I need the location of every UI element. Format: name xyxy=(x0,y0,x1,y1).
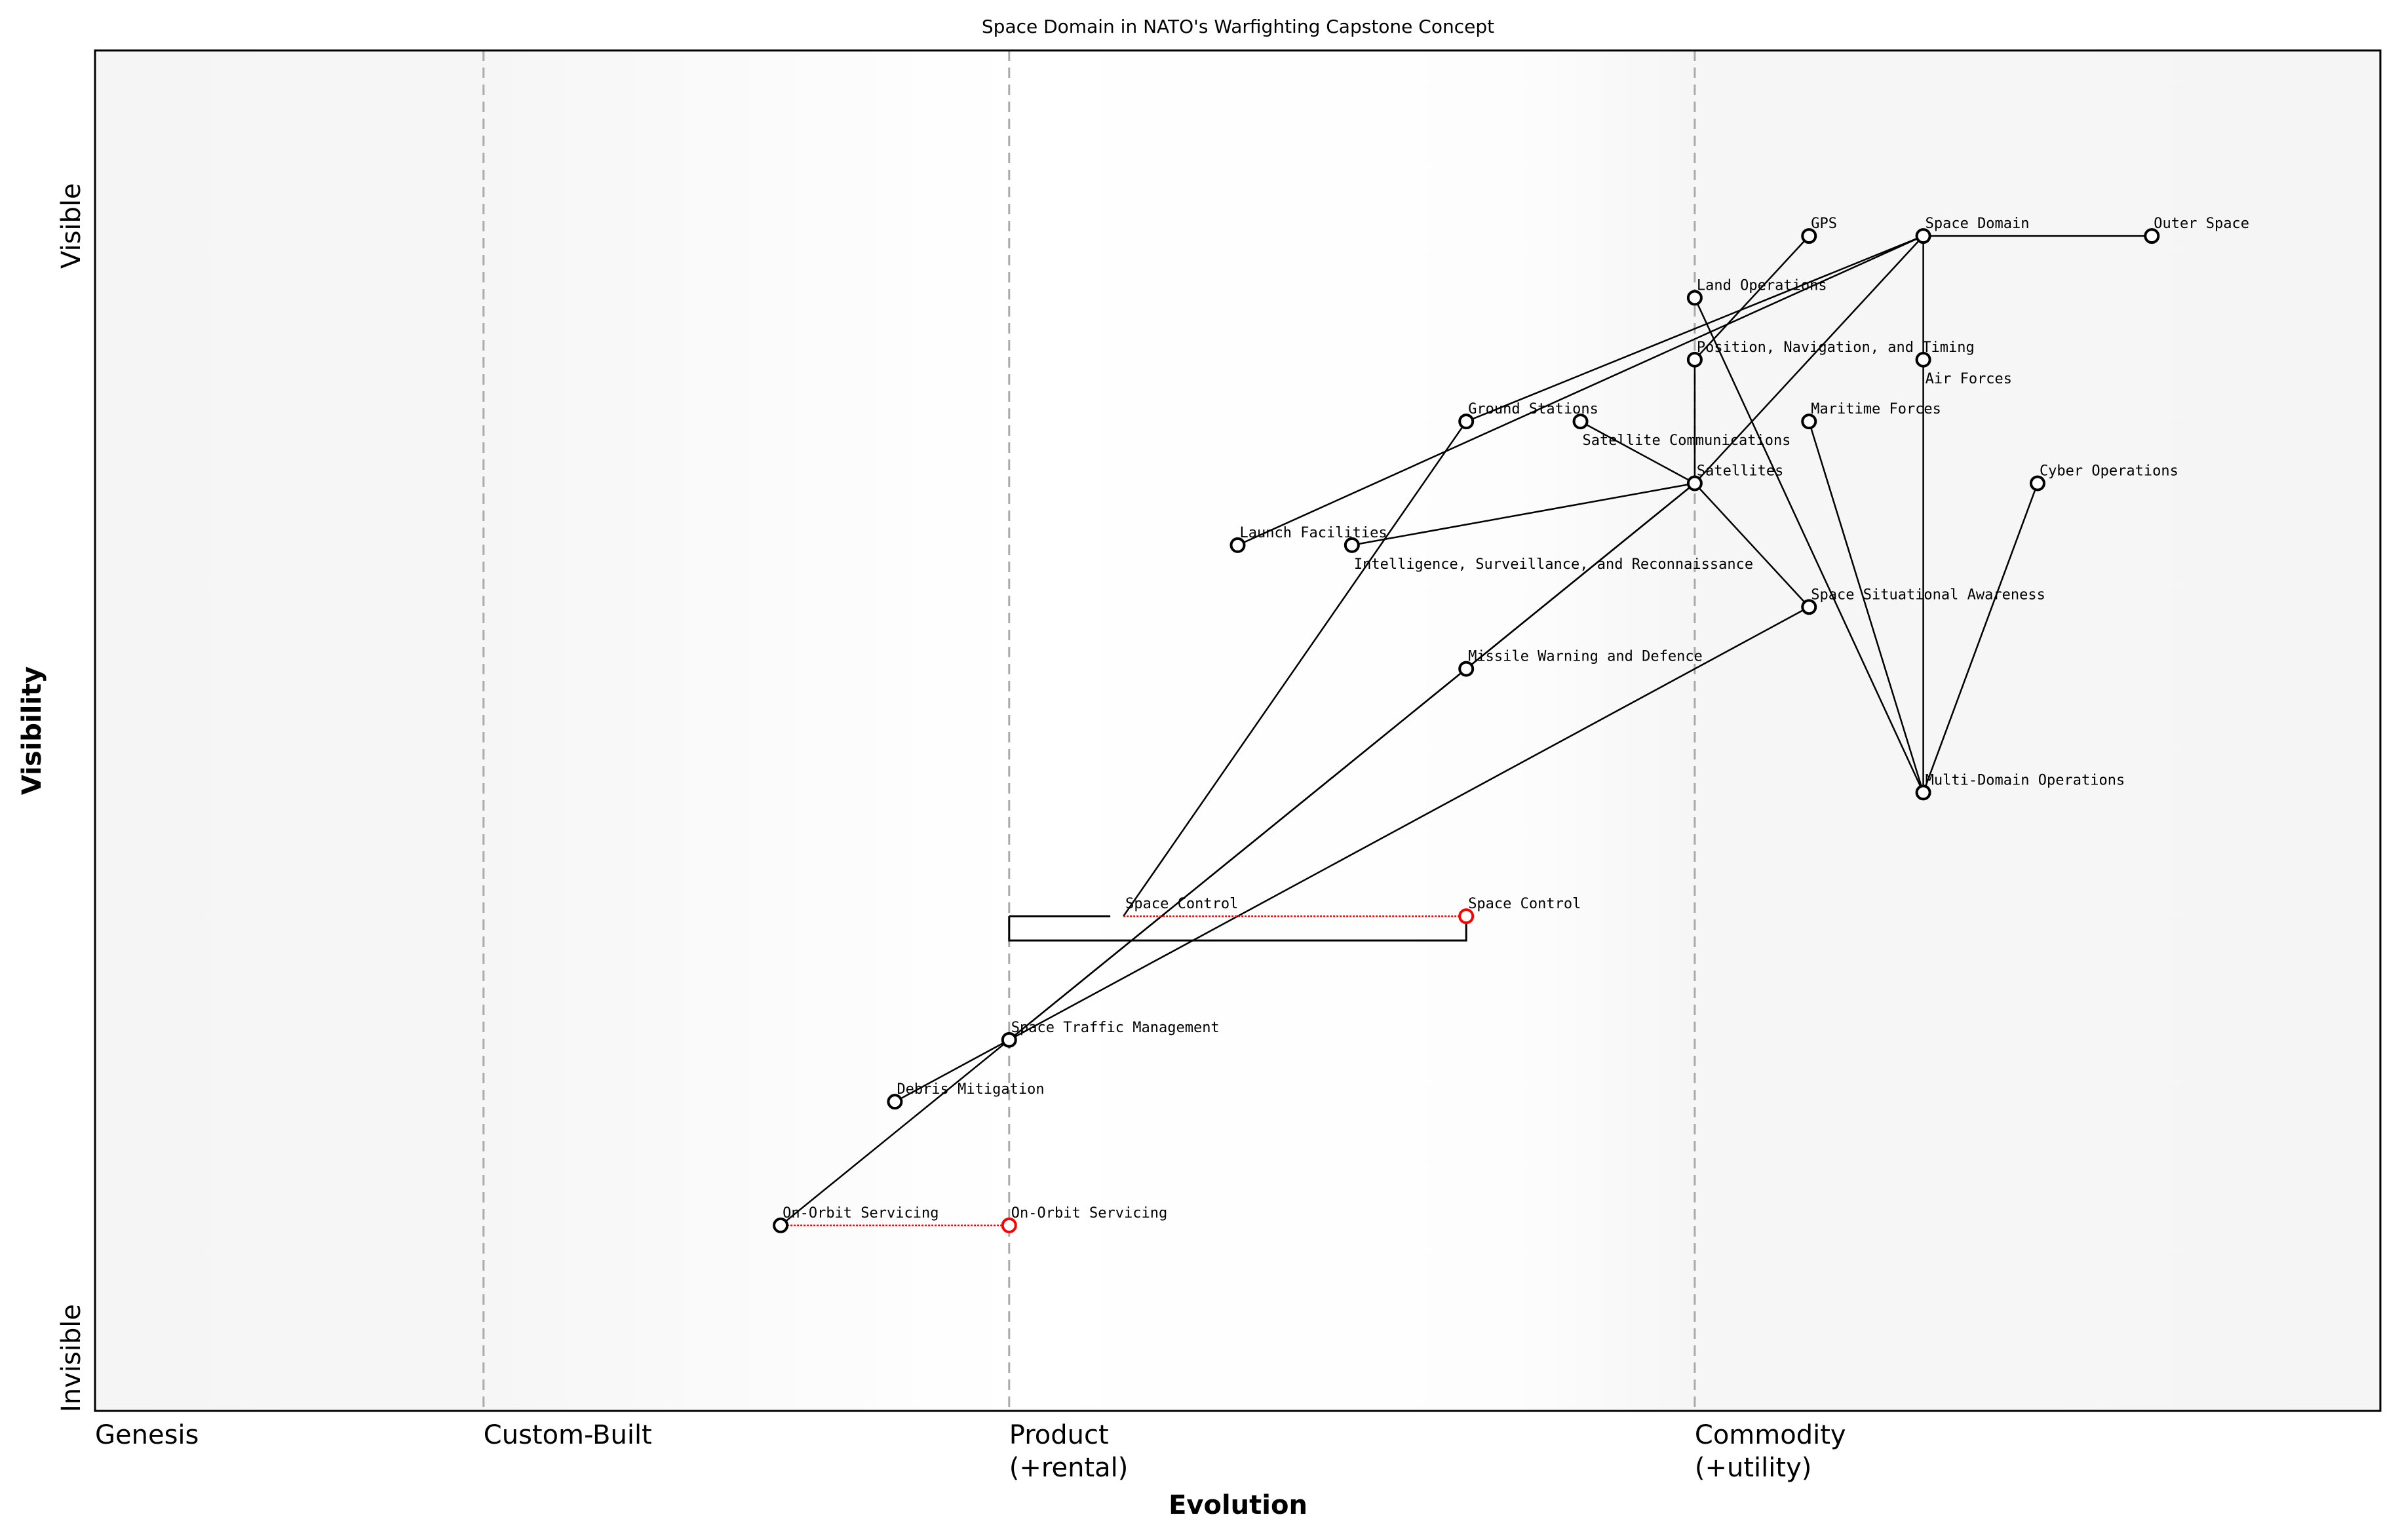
node-marker[interactable] xyxy=(1801,599,1817,615)
node-label: GPS xyxy=(1811,216,1837,232)
node-marker[interactable] xyxy=(1344,537,1360,553)
y-bottom-label: Invisible xyxy=(56,1304,87,1412)
node-marker[interactable] xyxy=(1801,414,1817,430)
node-label: Multi-Domain Operations xyxy=(1926,772,2125,788)
edge-link xyxy=(1922,483,2039,793)
edge-link xyxy=(1009,668,1467,1041)
node-label: Debris Mitigation xyxy=(897,1081,1044,1098)
y-top-label: Visible xyxy=(56,183,87,269)
node-label: Position, Navigation, and Timing xyxy=(1697,339,1975,356)
evolved-node-label: On-Orbit Servicing xyxy=(1011,1205,1167,1222)
edge-link xyxy=(1009,606,1810,1041)
stage-label: Custom-Built xyxy=(484,1420,652,1450)
node-marker[interactable] xyxy=(1915,784,1931,801)
node-label: Space Traffic Management xyxy=(1011,1020,1220,1036)
y-axis-title: Visibility xyxy=(17,666,47,795)
node-marker[interactable] xyxy=(1801,228,1817,244)
edge-link xyxy=(1237,235,1924,547)
edge-link xyxy=(1579,421,1695,484)
evolved-node-label: Space Control xyxy=(1468,896,1581,912)
node-marker[interactable] xyxy=(2144,228,2160,244)
stage-label: Product (+rental) xyxy=(1009,1420,1129,1483)
node-marker[interactable] xyxy=(1915,228,1931,244)
node-label: On-Orbit Servicing xyxy=(783,1205,939,1222)
node-marker[interactable] xyxy=(773,1217,789,1233)
node-label: Outer Space xyxy=(2154,216,2249,232)
edge-link xyxy=(1694,297,1924,793)
node-marker[interactable] xyxy=(1686,290,1703,306)
node-marker[interactable] xyxy=(1458,414,1475,430)
plot-frame xyxy=(94,49,2382,1412)
node-marker[interactable] xyxy=(1686,351,1703,368)
node-label: Intelligence, Surveillance, and Reconnai… xyxy=(1354,556,1753,573)
node-label: Satellites xyxy=(1697,463,1783,480)
node-label: Satellite Communications xyxy=(1583,433,1791,449)
stage-label: Genesis xyxy=(95,1420,199,1450)
node-marker[interactable] xyxy=(1572,414,1589,430)
edge-link xyxy=(1808,421,1924,793)
node-label: Maritime Forces xyxy=(1811,401,1941,417)
node-label: Cyber Operations xyxy=(2040,463,2178,480)
node-marker[interactable] xyxy=(1686,475,1703,491)
node-label: Space Situational Awareness xyxy=(1811,587,2045,603)
node-marker[interactable] xyxy=(1458,661,1475,677)
edge-link xyxy=(1351,482,1695,547)
x-axis-title: Evolution xyxy=(1169,1490,1307,1520)
evolved-node-marker[interactable] xyxy=(1458,908,1475,925)
edge-link xyxy=(1123,421,1467,917)
chart-title: Space Domain in NATO's Warfighting Capst… xyxy=(982,16,1494,37)
node-marker[interactable] xyxy=(1915,351,1931,368)
node-label: Space Domain xyxy=(1926,216,2030,232)
node-label: Missile Warning and Defence xyxy=(1468,649,1703,665)
node-marker[interactable] xyxy=(2029,475,2045,491)
node-marker[interactable] xyxy=(887,1094,903,1110)
node-marker[interactable] xyxy=(1229,537,1246,553)
pipeline xyxy=(1008,915,1467,942)
node-label: Space Control xyxy=(1125,896,1238,912)
edge-link xyxy=(1465,235,1924,423)
node-marker[interactable] xyxy=(1001,1031,1017,1048)
plot-area xyxy=(95,50,2380,1411)
edge-link xyxy=(780,1039,1010,1226)
stage-label: Commodity (+utility) xyxy=(1695,1420,1846,1483)
node-label: Launch Facilities xyxy=(1240,525,1387,541)
edge-link xyxy=(1694,482,1810,608)
edge-link xyxy=(1694,235,1924,484)
edge-link xyxy=(894,1039,1010,1103)
node-label: Air Forces xyxy=(1926,371,2012,387)
evolved-node-marker[interactable] xyxy=(1001,1217,1017,1233)
node-label: Land Operations xyxy=(1697,277,1827,294)
